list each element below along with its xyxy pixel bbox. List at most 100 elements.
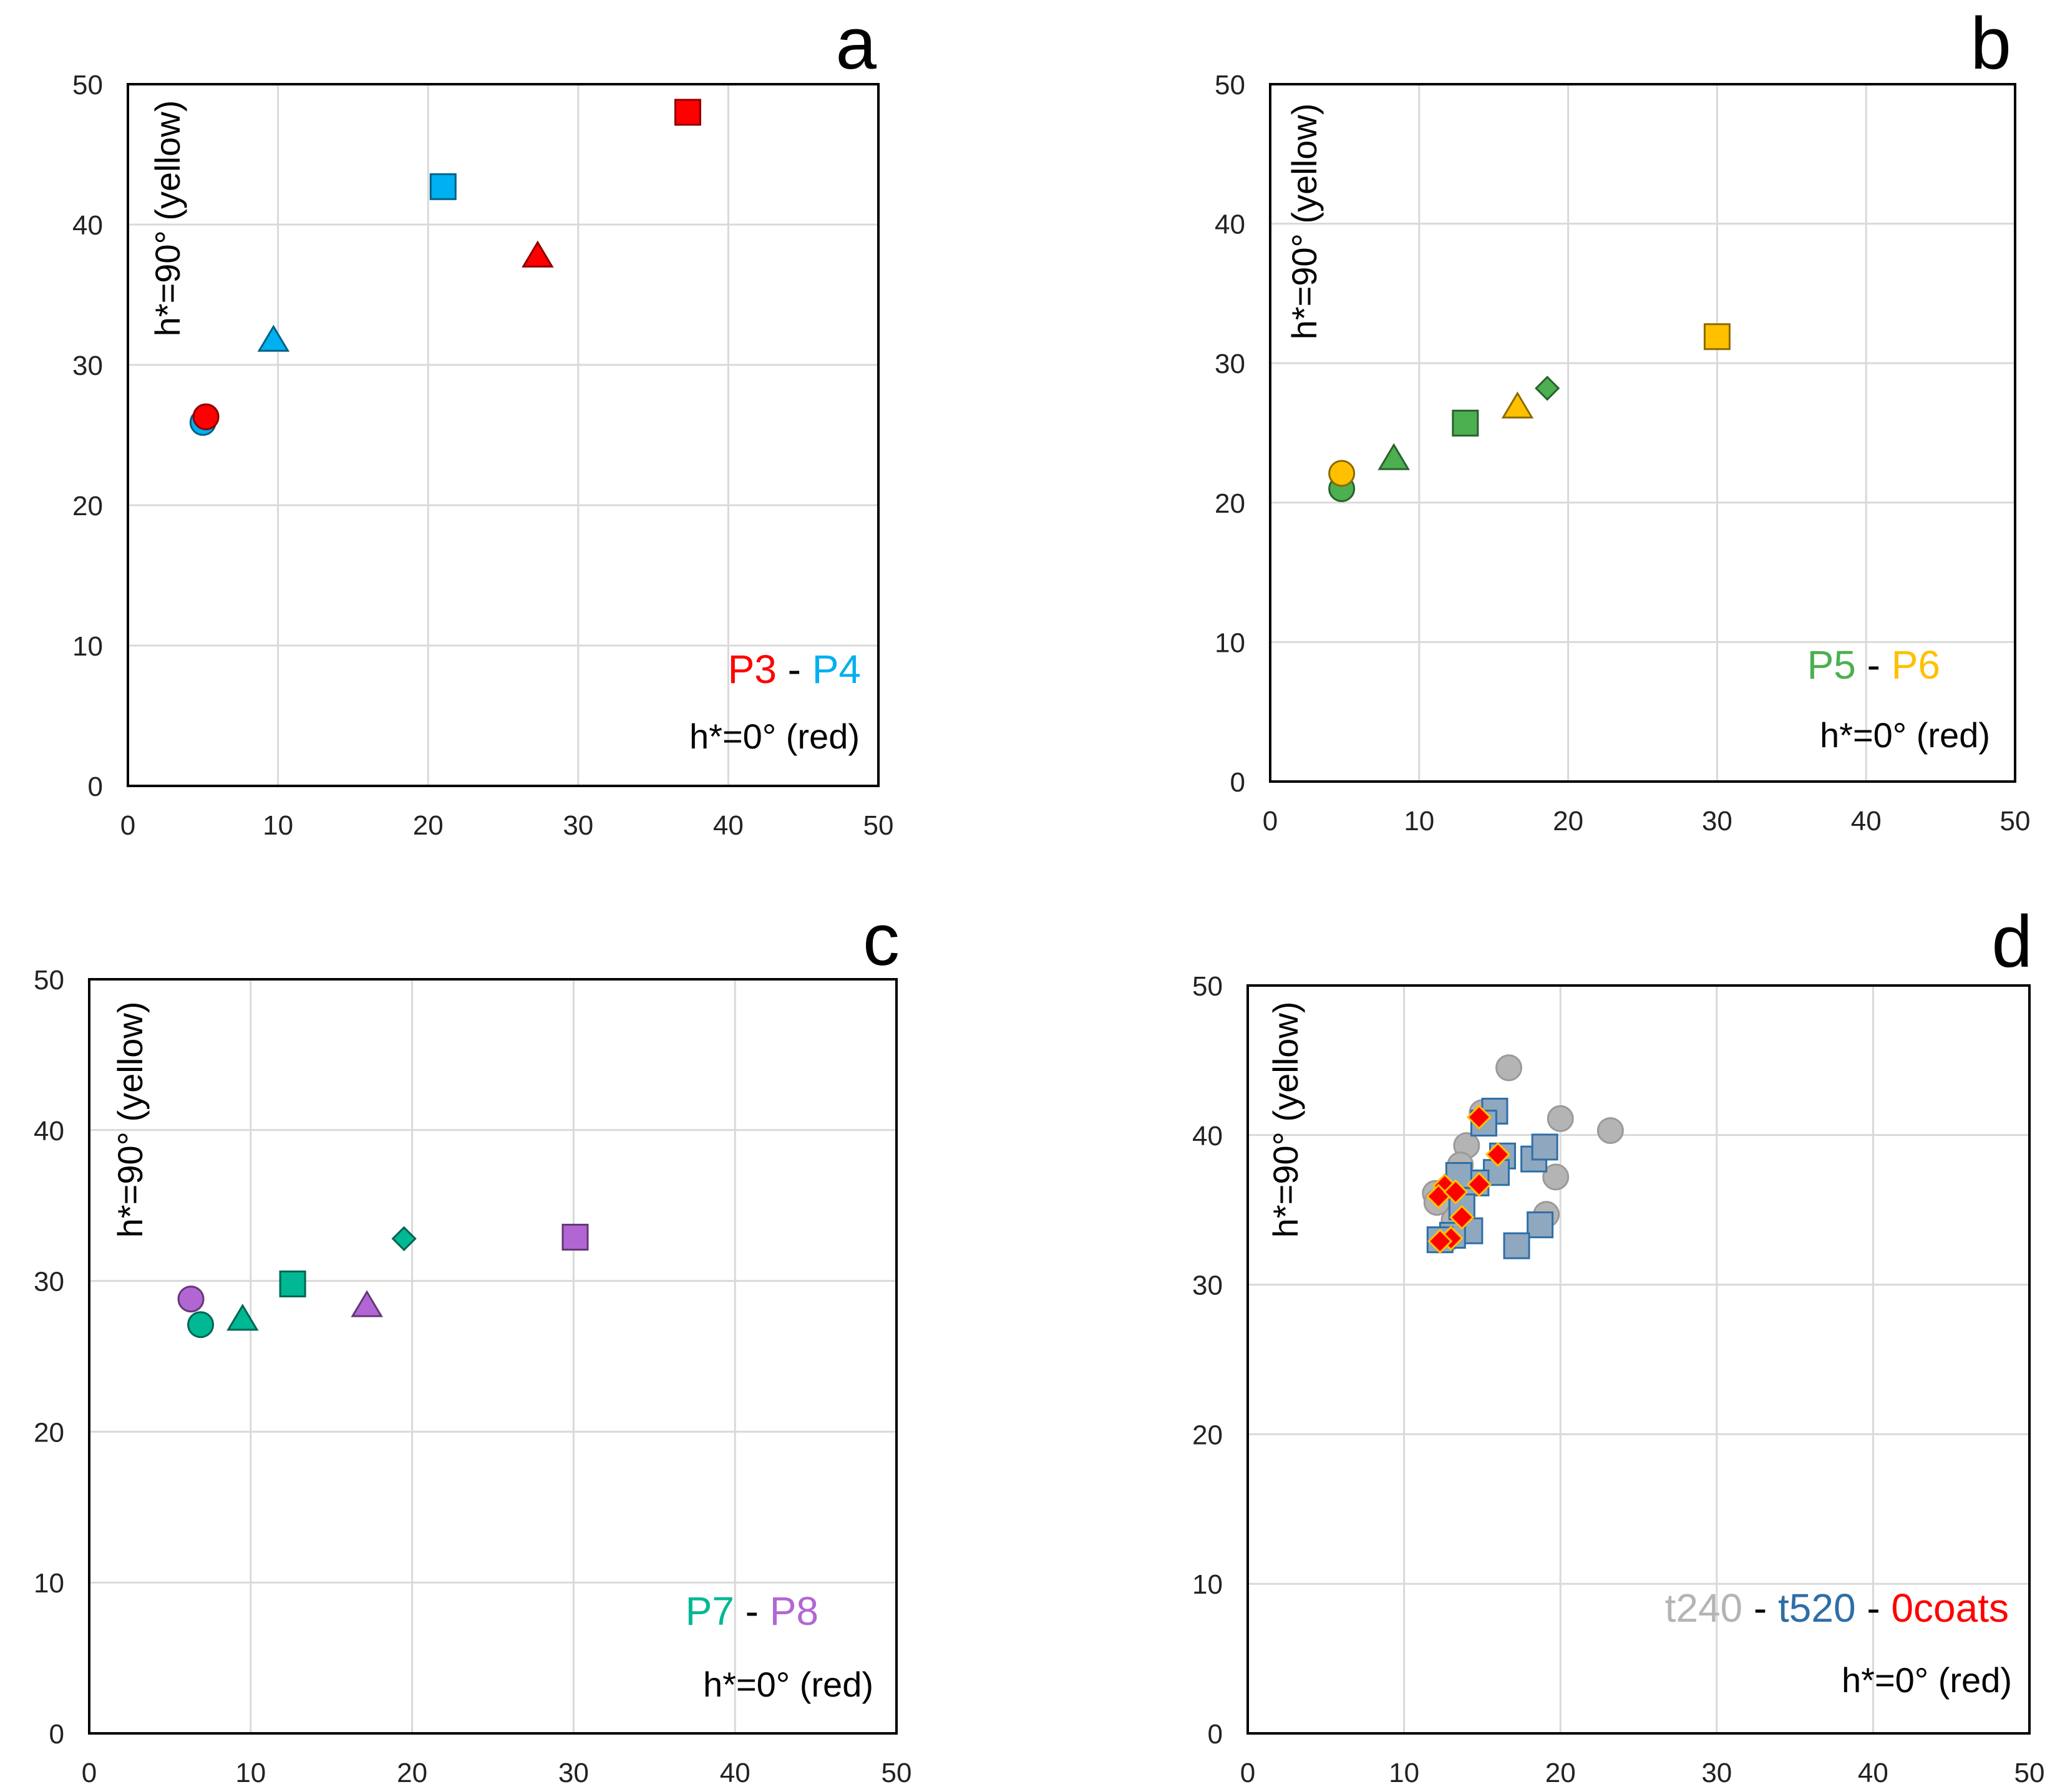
legend-entry: - xyxy=(734,1589,770,1634)
y-tick-label: 30 xyxy=(1215,349,1245,379)
x-tick-label: 30 xyxy=(558,1758,589,1788)
data-point-p8-triangle xyxy=(351,1290,383,1317)
data-point-p8-square xyxy=(561,1223,589,1251)
x-tick-label: 20 xyxy=(1553,806,1583,836)
y-tick-label: 20 xyxy=(1192,1420,1223,1450)
data-point-p4-triangle xyxy=(257,324,290,352)
plot-frame xyxy=(127,83,880,787)
red-direction-note: h*=0° (red) xyxy=(1842,1660,2012,1700)
series-p7 xyxy=(187,1226,417,1339)
chart-panel-a: 0 10 20 30 40 50 0 10 20 30 40 50 a h*=90° (yellow) P3… xyxy=(72,2,893,841)
x-tick-label: 30 xyxy=(1701,1758,1732,1788)
legend-entry: P7 xyxy=(686,1589,734,1634)
red-direction-note: h*=0° (red) xyxy=(1820,715,1990,755)
data-point-p5-square xyxy=(1452,409,1479,437)
data-point-p6-square xyxy=(1703,323,1731,351)
x-tick-label: 10 xyxy=(235,1758,266,1788)
y-tick-label: 10 xyxy=(34,1568,64,1599)
legend: P7 - P8 xyxy=(686,1589,819,1634)
gridlines xyxy=(1270,84,2015,782)
series-p6 xyxy=(1328,323,1731,487)
legend-entry: P8 xyxy=(770,1589,819,1634)
data-point-p5-diamond xyxy=(1535,375,1560,401)
x-tick-label: 40 xyxy=(720,1758,751,1788)
panel-letter: a xyxy=(835,2,877,85)
legend: t240 - t520 - 0coats xyxy=(1665,1586,2009,1630)
y-axis-label: h*=90° (yellow) xyxy=(1285,104,1324,340)
y-tick-label: 10 xyxy=(72,631,103,662)
y-axis-label: h*=90° (yellow) xyxy=(1266,1002,1305,1238)
legend-entry: 0coats xyxy=(1891,1586,2009,1630)
x-tick-label: 30 xyxy=(1702,806,1732,836)
x-tick-label: 50 xyxy=(2000,806,2031,836)
x-tick-label: 40 xyxy=(1851,806,1882,836)
data-point-p3-triangle xyxy=(522,240,554,268)
chart-panel-d: 0 10 20 30 40 50 0 10 20 30 40 50 d h*=90° (yellow) t2… xyxy=(1192,901,2044,1788)
y-tick-label: 40 xyxy=(34,1116,64,1146)
gridlines xyxy=(89,979,896,1733)
series-p8 xyxy=(177,1223,589,1317)
series-0coats xyxy=(1426,1104,1511,1254)
legend-entry: t240 xyxy=(1665,1586,1743,1630)
series-p4 xyxy=(189,173,457,436)
y-tick-label: 40 xyxy=(1192,1121,1223,1151)
gridlines xyxy=(1248,986,2029,1733)
data-point-p6-circle xyxy=(1328,460,1356,487)
y-axis-label: h*=90° (yellow) xyxy=(110,1002,150,1238)
series-p5 xyxy=(1328,375,1560,502)
plot-frame xyxy=(1246,984,2031,1735)
y-tick-label: 50 xyxy=(1192,971,1223,1002)
x-tick-label: 50 xyxy=(2014,1758,2045,1788)
y-tick-label: 50 xyxy=(72,70,103,100)
data-point-t240-circle xyxy=(1596,1117,1624,1145)
y-tick-label: 50 xyxy=(1215,70,1245,100)
legend-entry: P6 xyxy=(1892,642,1940,687)
y-tick-label: 30 xyxy=(34,1267,64,1297)
data-point-p4-square xyxy=(429,173,457,200)
data-point-t240-circle xyxy=(1542,1163,1570,1191)
data-point-p3-circle xyxy=(192,403,220,430)
x-tick-label: 10 xyxy=(1404,806,1434,836)
legend-entry: - xyxy=(777,647,812,692)
legend-entry: - xyxy=(1856,1586,1892,1630)
data-point-t520-square xyxy=(1531,1133,1558,1161)
x-tick-label: 0 xyxy=(120,810,135,841)
y-tick-label: 50 xyxy=(34,965,64,995)
plot-frame xyxy=(1269,83,2016,783)
data-point-0coats-diamond xyxy=(1449,1204,1475,1230)
data-point-p7-circle xyxy=(187,1311,215,1339)
data-point-t240-circle xyxy=(1495,1054,1523,1082)
data-point-t240-circle xyxy=(1547,1105,1574,1132)
legend-entry: P4 xyxy=(812,647,861,692)
y-tick-label: 10 xyxy=(1192,1569,1223,1600)
y-tick-label: 30 xyxy=(72,351,103,381)
panel-letter: d xyxy=(1991,901,2033,983)
data-point-0coats-diamond xyxy=(1427,1228,1453,1254)
series-p3 xyxy=(192,99,701,430)
legend: P3 - P4 xyxy=(728,647,861,692)
x-tick-label: 10 xyxy=(263,810,293,841)
y-tick-label: 40 xyxy=(72,210,103,241)
legend-entry: P3 xyxy=(728,647,777,692)
data-point-p6-triangle xyxy=(1501,391,1534,419)
data-point-p5-triangle xyxy=(1377,443,1410,470)
x-tick-label: 10 xyxy=(1389,1758,1419,1788)
chart-panel-c: 0 10 20 30 40 50 0 10 20 30 40 50 c h*=90° (yellow) P7… xyxy=(34,899,911,1788)
red-direction-note: h*=0° (red) xyxy=(689,717,860,756)
data-point-p7-diamond xyxy=(391,1226,417,1252)
y-tick-label: 20 xyxy=(34,1417,64,1448)
data-point-p3-square xyxy=(674,99,701,126)
y-tick-label: 20 xyxy=(1215,488,1245,519)
gridlines xyxy=(128,84,878,786)
plot-frame xyxy=(88,978,898,1735)
legend-entry: - xyxy=(1856,642,1892,687)
y-axis-label: h*=90° (yellow) xyxy=(148,100,187,337)
x-tick-label: 50 xyxy=(882,1758,912,1788)
x-tick-label: 0 xyxy=(82,1758,97,1788)
x-tick-label: 30 xyxy=(563,810,593,841)
x-tick-label: 50 xyxy=(863,810,894,841)
legend-entry: P5 xyxy=(1807,642,1856,687)
x-tick-label: 40 xyxy=(1858,1758,1888,1788)
x-tick-label: 20 xyxy=(413,810,444,841)
